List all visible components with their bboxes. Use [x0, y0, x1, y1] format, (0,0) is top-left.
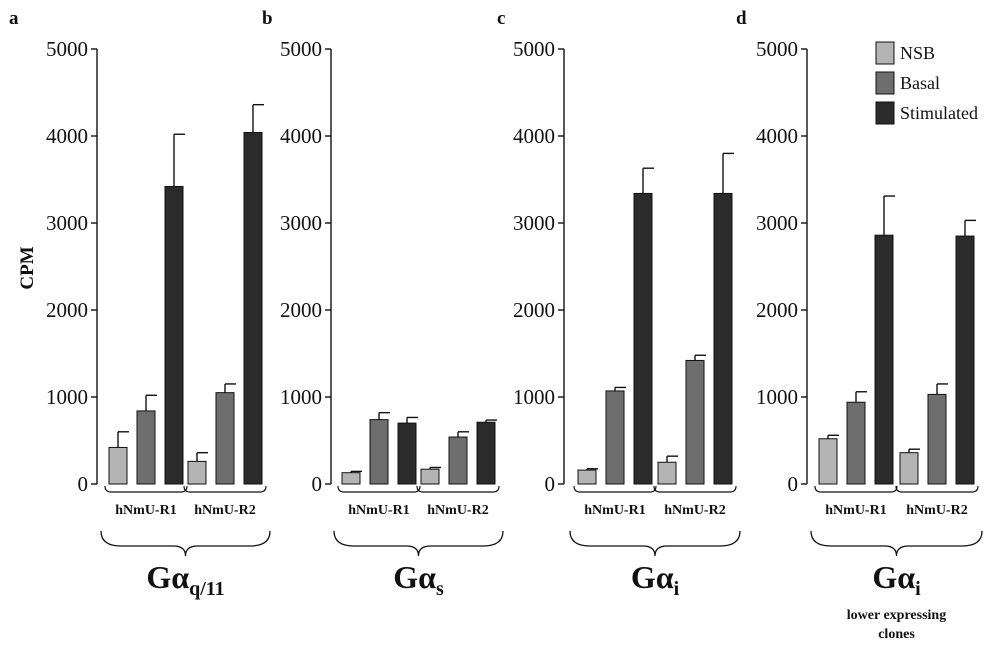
bar	[818, 438, 838, 485]
protein-brace	[810, 530, 983, 557]
x-tick-label: hNmU-R1	[584, 503, 645, 518]
group-bracket	[183, 485, 267, 493]
panel-label: c	[497, 8, 505, 29]
y-tick-label: 1000	[756, 385, 798, 409]
x-tick-label: hNmU-R2	[194, 503, 255, 518]
protein-brace	[569, 530, 741, 557]
y-tick-label: 2000	[513, 298, 555, 322]
bar	[899, 452, 919, 485]
group-bracket	[337, 485, 421, 493]
bar	[633, 192, 653, 485]
y-tick-label: 0	[788, 472, 799, 496]
y-tick-label: 5000	[513, 37, 555, 61]
bar	[136, 410, 156, 485]
y-tick-label: 3000	[513, 211, 555, 235]
group-note: clones	[878, 627, 915, 642]
group-note: lower expressing	[847, 608, 946, 623]
panel-c: c 0 1000 2000 3000 4000 5000 hNmU-R1 hNmU-R2 Gαi	[497, 8, 741, 600]
group-bracket	[573, 485, 657, 493]
group-bracket	[104, 485, 188, 493]
bar	[476, 421, 496, 485]
bar	[927, 393, 947, 485]
bar	[369, 419, 389, 485]
legend-label: Basal	[900, 73, 940, 93]
panel-label: d	[736, 8, 747, 29]
y-tick-label: 2000	[280, 298, 322, 322]
legend-label: NSB	[900, 43, 935, 63]
bar	[341, 472, 361, 485]
bar	[187, 460, 207, 485]
bar	[874, 234, 894, 485]
x-tick-label: hNmU-R1	[115, 503, 176, 518]
bar	[420, 468, 440, 485]
x-tick-label: hNmU-R2	[906, 503, 967, 518]
y-tick-label: 3000	[280, 211, 322, 235]
group-bracket	[895, 485, 979, 493]
y-tick-label: 5000	[280, 37, 322, 61]
legend-swatch	[875, 101, 895, 125]
legend-swatch	[875, 71, 895, 95]
y-axis-label: CPM	[17, 246, 38, 289]
x-tick-label: hNmU-R2	[664, 503, 725, 518]
bar	[397, 422, 417, 485]
panel-b: b 0 1000 2000 3000 4000 5000 hNmU-R1 hNmU-R2 Gαs	[262, 8, 504, 600]
group-bracket	[653, 485, 737, 493]
bar	[955, 235, 975, 485]
bar	[846, 401, 866, 485]
panel-label: a	[9, 8, 19, 29]
panel-a: a 0 1000 2000 3000 4000 5000 hNmU-R1 hNmU-R2 Gαq/…	[9, 8, 271, 600]
y-tick-label: 2000	[756, 298, 798, 322]
bar	[605, 390, 625, 485]
protein-brace	[333, 530, 504, 557]
y-tick-label: 4000	[280, 124, 322, 148]
bar	[657, 461, 677, 485]
g-protein-label: Gαi	[631, 559, 680, 600]
x-tick-label: hNmU-R2	[427, 503, 488, 518]
y-tick-label: 3000	[756, 211, 798, 235]
y-tick-label: 4000	[513, 124, 555, 148]
group-bracket	[814, 485, 898, 493]
bar	[108, 446, 128, 485]
x-tick-label: hNmU-R1	[348, 503, 409, 518]
bar	[448, 436, 468, 485]
y-tick-label: 5000	[46, 37, 88, 61]
y-tick-label: 1000	[513, 385, 555, 409]
y-tick-label: 0	[545, 472, 556, 496]
panel-label: b	[262, 8, 273, 29]
y-tick-label: 3000	[46, 211, 88, 235]
bar	[577, 469, 597, 485]
legend-label: Stimulated	[900, 103, 978, 123]
y-tick-label: 2000	[46, 298, 88, 322]
bar	[164, 185, 184, 485]
legend-swatch	[875, 41, 895, 65]
group-bracket	[416, 485, 500, 493]
y-tick-label: 1000	[280, 385, 322, 409]
y-tick-label: 5000	[756, 37, 798, 61]
y-tick-label: 0	[312, 472, 323, 496]
g-protein-label: Gαs	[393, 559, 444, 600]
bar	[685, 359, 705, 485]
g-protein-label: Gαi	[872, 559, 921, 600]
g-protein-label: Gαq/11	[146, 559, 224, 600]
bar	[243, 132, 263, 485]
x-tick-label: hNmU-R1	[825, 503, 886, 518]
y-tick-label: 4000	[756, 124, 798, 148]
y-tick-label: 1000	[46, 385, 88, 409]
legend: NSB Basal Stimulated	[875, 41, 978, 125]
bar	[215, 392, 235, 485]
panel-d: d 0 1000 2000 3000 4000 5000 hNmU-R1 hNmU-R2 Gαi l…	[736, 8, 983, 642]
protein-brace	[100, 530, 271, 557]
y-tick-label: 4000	[46, 124, 88, 148]
bar	[713, 192, 733, 485]
y-tick-label: 0	[78, 472, 89, 496]
